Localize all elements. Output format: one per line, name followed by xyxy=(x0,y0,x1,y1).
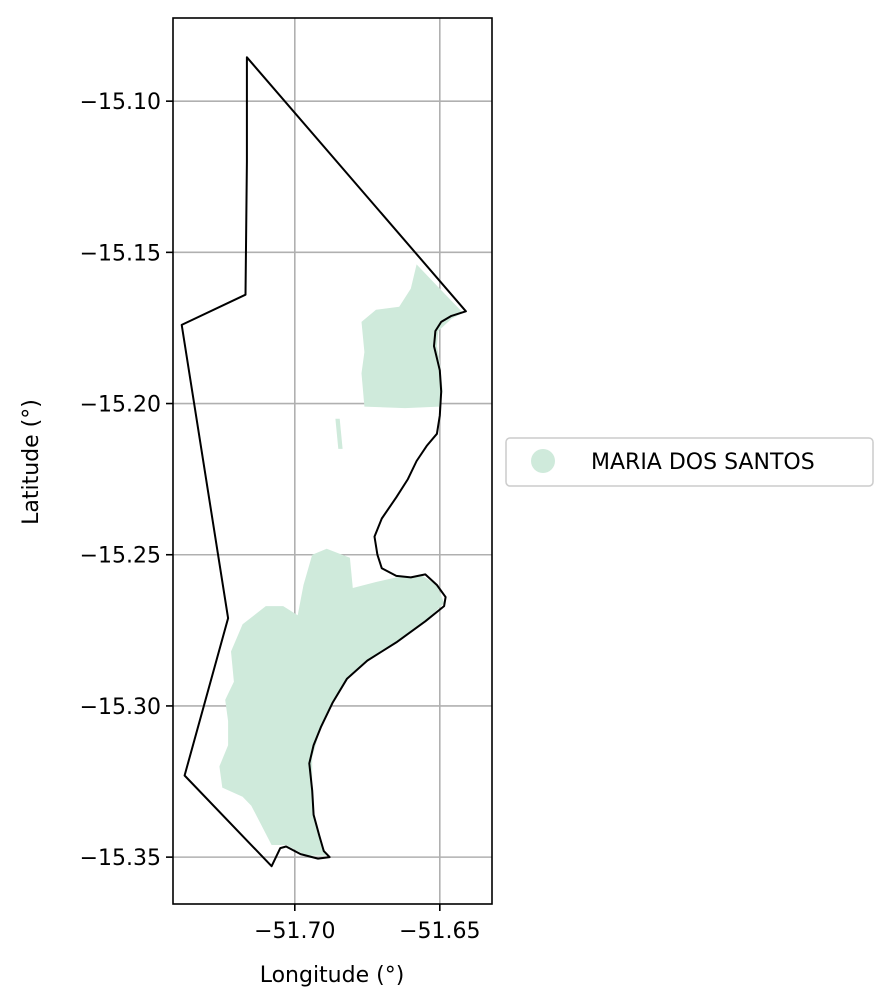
x-axis-label: Longitude (°) xyxy=(260,963,405,988)
land-cover-region xyxy=(361,264,463,409)
legend-frame xyxy=(505,437,874,487)
y-tick-label: −15.25 xyxy=(80,544,161,569)
legend-swatch xyxy=(531,449,555,473)
y-tick-label: −15.20 xyxy=(80,393,161,418)
x-tick-label: −51.70 xyxy=(254,919,335,944)
land-cover-region xyxy=(219,548,445,856)
legend-entry-label: MARIA DOS SANTOS xyxy=(591,450,815,475)
land-cover-region xyxy=(335,418,343,449)
x-tick-label: −51.65 xyxy=(399,919,480,944)
y-tick-label: −15.10 xyxy=(80,90,161,115)
y-tick-label: −15.30 xyxy=(80,695,161,720)
y-tick-label: −15.15 xyxy=(80,241,161,266)
legend: MARIA DOS SANTOS xyxy=(505,437,874,487)
y-axis-ticks: −15.10 −15.15 −15.20 −15.25 −15.30 −15.35 xyxy=(80,90,173,871)
x-axis-ticks: −51.70 −51.65 xyxy=(254,904,481,944)
y-axis-label: Latitude (°) xyxy=(19,399,44,525)
municipality-boundary xyxy=(180,56,467,868)
y-tick-label: −15.35 xyxy=(80,846,161,871)
axes-frame xyxy=(172,17,493,905)
land-cover-regions xyxy=(219,264,463,856)
